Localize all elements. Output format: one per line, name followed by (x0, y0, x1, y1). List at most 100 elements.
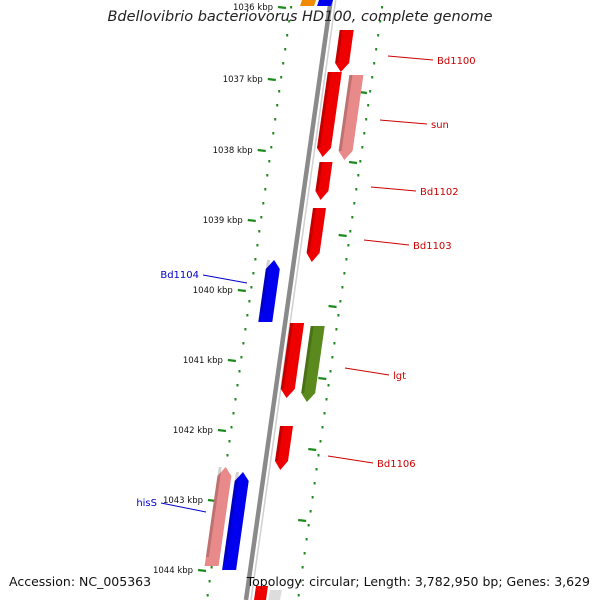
ruler-tick-minor (308, 447, 317, 452)
gene-label-sun: sun (431, 120, 449, 131)
ruler-dot (369, 90, 372, 93)
ruler-dot (260, 216, 263, 219)
map-title: Bdellovibrio bacteriovorus HD100, comple… (107, 9, 493, 25)
ruler-tick (237, 288, 246, 293)
ruler-dot (280, 76, 283, 79)
ruler-dot (361, 146, 364, 149)
ruler-dot (268, 160, 271, 163)
ruler-dot (290, 6, 293, 9)
ruler-dot (266, 174, 269, 177)
gene-label-lgt: lgt (393, 371, 406, 382)
ruler-tick (247, 218, 256, 223)
ruler-dot (375, 48, 378, 51)
ruler-dot (282, 62, 285, 65)
ruler-dot (240, 356, 243, 359)
gene-partial-blue (317, 0, 333, 6)
gene-unlabeled-10 (204, 467, 232, 566)
ruler-tick (217, 428, 227, 433)
ruler-tick (227, 358, 237, 363)
gene-bd1100 (335, 30, 354, 72)
gene-label-leader-bd1106 (327, 455, 374, 464)
ruler-dot (276, 104, 279, 107)
ruler-dot (347, 244, 350, 247)
ruler-dot (305, 538, 308, 541)
genome-summary-text: Topology: circular; Length: 3,782,950 bp… (246, 574, 590, 589)
ruler-dot (381, 6, 384, 9)
ruler-dot (365, 118, 368, 121)
gene-partial-red (254, 586, 268, 600)
ruler-dot (377, 34, 380, 37)
ruler-dot (226, 454, 229, 457)
ruler-dot (379, 20, 382, 23)
ruler-dot (353, 202, 356, 205)
ruler-dot (230, 426, 233, 429)
ruler-dot (248, 300, 251, 303)
ruler-tick-label: 1037 kbp (223, 75, 263, 85)
ruler-tick-label: 1042 kbp (173, 426, 213, 436)
ruler-dot (208, 580, 211, 583)
ruler-dot (313, 482, 316, 485)
gene-label-bd1102: Bd1102 (420, 187, 459, 198)
ruler-tick-minor (328, 304, 337, 309)
ruler-dot (349, 230, 352, 233)
gene-label-hiss: hisS (136, 498, 157, 509)
ruler-tick-minor (318, 376, 327, 381)
ruler-dot (301, 566, 304, 569)
ruler-dot (333, 342, 336, 345)
ruler-tick-label: 1044 kbp (153, 566, 193, 576)
ruler-dot (329, 370, 332, 373)
ruler-dot (355, 188, 358, 191)
ruler-dot (311, 496, 314, 499)
ruler-dot (256, 244, 259, 247)
ruler-dot (319, 440, 322, 443)
gene-lgt (301, 326, 325, 402)
ruler-tick (257, 148, 266, 153)
ruler-dot (335, 328, 338, 331)
ruler-dot (262, 202, 265, 205)
gene-bd1103 (306, 208, 326, 262)
gene-hiss-shade (223, 472, 239, 561)
ruler-dot (303, 552, 306, 555)
ruler-dot (278, 90, 281, 93)
gene-sun (338, 75, 364, 160)
ruler-dot (274, 118, 277, 121)
ruler-tick-minor (348, 160, 358, 165)
gene-label-bd1106: Bd1106 (377, 459, 416, 470)
ruler-dot (337, 314, 340, 317)
ruler-dot (371, 76, 374, 79)
ruler-dot (327, 384, 330, 387)
ruler-dot (323, 412, 326, 415)
ruler-dot (238, 370, 241, 373)
ruler-tick (277, 5, 287, 10)
ruler-dot (244, 328, 247, 331)
ruler-dot (206, 594, 209, 597)
ruler-dot (252, 272, 255, 275)
gene-bd1103-shade (306, 208, 316, 253)
ruler-dot (363, 132, 366, 135)
gene-partial-orange (300, 0, 316, 6)
ruler-tick-label: 1041 kbp (183, 356, 223, 366)
ruler-dot (246, 314, 249, 317)
ruler-dot (297, 594, 300, 597)
gene-bd1104-shade (259, 260, 271, 313)
ruler-dot (236, 384, 239, 387)
ruler-tick-label: 1038 kbp (213, 146, 253, 156)
genome-backbone (243, 0, 333, 600)
ruler-dot (254, 258, 257, 261)
ruler-dot (339, 300, 342, 303)
ruler-dot (317, 454, 320, 457)
ruler-dot (315, 468, 318, 471)
gene-unlabeled-2-shade (317, 72, 331, 148)
gene-bd1106-shade (275, 426, 283, 461)
ruler-dot (367, 104, 370, 107)
gene-unlabeled-6-shade (280, 323, 294, 389)
ruler-dot (210, 566, 213, 569)
gene-label-bd1100: Bd1100 (437, 56, 476, 67)
ruler-dot (373, 62, 376, 65)
gene-label-bd1103: Bd1103 (413, 241, 452, 252)
gene-label-leader-lgt (344, 367, 390, 376)
gene-label-leader-bd1103 (363, 239, 410, 246)
gene-label-leader-bd1100 (387, 55, 434, 61)
